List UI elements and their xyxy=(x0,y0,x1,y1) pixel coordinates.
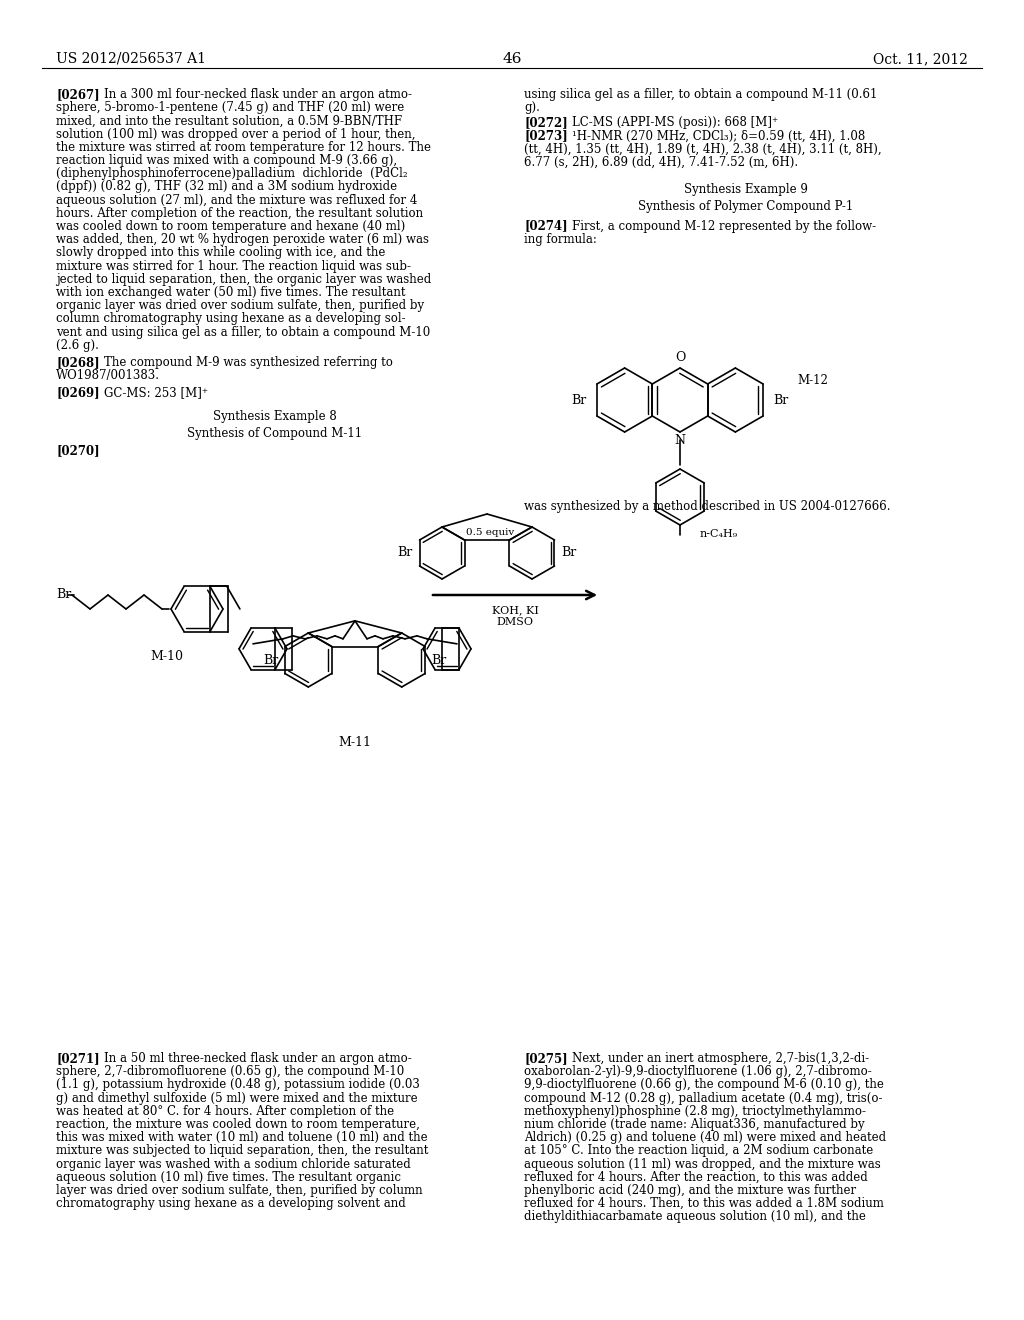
Text: Br: Br xyxy=(432,653,446,667)
Text: Synthesis of Polymer Compound P-1: Synthesis of Polymer Compound P-1 xyxy=(638,201,854,214)
Text: mixed, and into the resultant solution, a 0.5M 9-BBN/THF: mixed, and into the resultant solution, … xyxy=(56,115,402,128)
Text: KOH, KI: KOH, KI xyxy=(492,605,539,615)
Text: was added, then, 20 wt % hydrogen peroxide water (6 ml) was: was added, then, 20 wt % hydrogen peroxi… xyxy=(56,234,429,247)
Text: [0269]: [0269] xyxy=(56,387,99,400)
Text: aqueous solution (27 ml), and the mixture was refluxed for 4: aqueous solution (27 ml), and the mixtur… xyxy=(56,194,418,207)
Text: at 105° C. Into the reaction liquid, a 2M sodium carbonate: at 105° C. Into the reaction liquid, a 2… xyxy=(524,1144,873,1158)
Text: aqueous solution (10 ml) five times. The resultant organic: aqueous solution (10 ml) five times. The… xyxy=(56,1171,401,1184)
Text: (2.6 g).: (2.6 g). xyxy=(56,339,99,352)
Text: compound M-12 (0.28 g), palladium acetate (0.4 mg), tris(o-: compound M-12 (0.28 g), palladium acetat… xyxy=(524,1092,883,1105)
Text: (1.1 g), potassium hydroxide (0.48 g), potassium iodide (0.03: (1.1 g), potassium hydroxide (0.48 g), p… xyxy=(56,1078,420,1092)
Text: chromatography using hexane as a developing solvent and: chromatography using hexane as a develop… xyxy=(56,1197,406,1210)
Text: [0273]: [0273] xyxy=(524,129,567,143)
Text: M-10: M-10 xyxy=(151,649,183,663)
Text: organic layer was dried over sodium sulfate, then, purified by: organic layer was dried over sodium sulf… xyxy=(56,300,424,313)
Text: [0267]: [0267] xyxy=(56,88,99,102)
Text: sphere, 2,7-dibromofluorene (0.65 g), the compound M-10: sphere, 2,7-dibromofluorene (0.65 g), th… xyxy=(56,1065,404,1078)
Text: organic layer was washed with a sodium chloride saturated: organic layer was washed with a sodium c… xyxy=(56,1158,411,1171)
Text: ing formula:: ing formula: xyxy=(524,232,597,246)
Text: using silica gel as a filler, to obtain a compound M-11 (0.61: using silica gel as a filler, to obtain … xyxy=(524,88,878,102)
Text: N: N xyxy=(675,434,685,447)
Text: In a 50 ml three-necked flask under an argon atmo-: In a 50 ml three-necked flask under an a… xyxy=(104,1052,412,1065)
Text: nium chloride (trade name: Aliquat336, manufactured by: nium chloride (trade name: Aliquat336, m… xyxy=(524,1118,864,1131)
Text: reaction liquid was mixed with a compound M-9 (3.66 g),: reaction liquid was mixed with a compoun… xyxy=(56,154,397,168)
Text: M-11: M-11 xyxy=(339,735,372,748)
Text: n-C₄H₉: n-C₄H₉ xyxy=(700,529,738,539)
Text: [0270]: [0270] xyxy=(56,444,99,457)
Text: vent and using silica gel as a filler, to obtain a compound M-10: vent and using silica gel as a filler, t… xyxy=(56,326,430,339)
Text: (tt, 4H), 1.35 (tt, 4H), 1.89 (t, 4H), 2.38 (t, 4H), 3.11 (t, 8H),: (tt, 4H), 1.35 (tt, 4H), 1.89 (t, 4H), 2… xyxy=(524,143,882,156)
Text: Br: Br xyxy=(56,589,72,602)
Text: LC-MS (APPI-MS (posi)): 668 [M]⁺: LC-MS (APPI-MS (posi)): 668 [M]⁺ xyxy=(572,116,778,129)
Text: with ion exchanged water (50 ml) five times. The resultant: with ion exchanged water (50 ml) five ti… xyxy=(56,286,406,300)
Text: diethyldithiacarbamate aqueous solution (10 ml), and the: diethyldithiacarbamate aqueous solution … xyxy=(524,1210,866,1224)
Text: this was mixed with water (10 ml) and toluene (10 ml) and the: this was mixed with water (10 ml) and to… xyxy=(56,1131,428,1144)
Text: In a 300 ml four-necked flask under an argon atmo-: In a 300 ml four-necked flask under an a… xyxy=(104,88,412,102)
Text: mixture was stirred for 1 hour. The reaction liquid was sub-: mixture was stirred for 1 hour. The reac… xyxy=(56,260,411,273)
Text: methoxyphenyl)phosphine (2.8 mg), trioctylmethylammo-: methoxyphenyl)phosphine (2.8 mg), trioct… xyxy=(524,1105,866,1118)
Text: GC-MS: 253 [M]⁺: GC-MS: 253 [M]⁺ xyxy=(104,387,208,400)
Text: slowly dropped into this while cooling with ice, and the: slowly dropped into this while cooling w… xyxy=(56,247,385,260)
Text: [0274]: [0274] xyxy=(524,219,567,232)
Text: ¹H-NMR (270 MHz, CDCl₃); δ=0.59 (tt, 4H), 1.08: ¹H-NMR (270 MHz, CDCl₃); δ=0.59 (tt, 4H)… xyxy=(572,129,865,143)
Text: DMSO: DMSO xyxy=(497,616,534,627)
Text: Aldrich) (0.25 g) and toluene (40 ml) were mixed and heated: Aldrich) (0.25 g) and toluene (40 ml) we… xyxy=(524,1131,886,1144)
Text: US 2012/0256537 A1: US 2012/0256537 A1 xyxy=(56,51,206,66)
Text: layer was dried over sodium sulfate, then, purified by column: layer was dried over sodium sulfate, the… xyxy=(56,1184,423,1197)
Text: solution (100 ml) was dropped over a period of 1 hour, then,: solution (100 ml) was dropped over a per… xyxy=(56,128,416,141)
Text: 46: 46 xyxy=(502,51,522,66)
Text: Oct. 11, 2012: Oct. 11, 2012 xyxy=(873,51,968,66)
Text: First, a compound M-12 represented by the follow-: First, a compound M-12 represented by th… xyxy=(572,219,877,232)
Text: the mixture was stirred at room temperature for 12 hours. The: the mixture was stirred at room temperat… xyxy=(56,141,431,154)
Text: refluxed for 4 hours. After the reaction, to this was added: refluxed for 4 hours. After the reaction… xyxy=(524,1171,867,1184)
Text: was synthesized by a method described in US 2004-0127666.: was synthesized by a method described in… xyxy=(524,500,891,513)
Text: [0275]: [0275] xyxy=(524,1052,567,1065)
Text: Br: Br xyxy=(571,393,587,407)
Text: 0.5 equiv: 0.5 equiv xyxy=(466,528,514,537)
Text: reaction, the mixture was cooled down to room temperature,: reaction, the mixture was cooled down to… xyxy=(56,1118,420,1131)
Text: sphere, 5-bromo-1-pentene (7.45 g) and THF (20 ml) were: sphere, 5-bromo-1-pentene (7.45 g) and T… xyxy=(56,102,404,115)
Text: (diphenylphosphinoferrocene)palladium  dichloride  (PdCl₂: (diphenylphosphinoferrocene)palladium di… xyxy=(56,168,408,181)
Text: g).: g). xyxy=(524,102,540,115)
Text: The compound M-9 was synthesized referring to: The compound M-9 was synthesized referri… xyxy=(104,356,393,370)
Text: 6.77 (s, 2H), 6.89 (dd, 4H), 7.41-7.52 (m, 6H).: 6.77 (s, 2H), 6.89 (dd, 4H), 7.41-7.52 (… xyxy=(524,156,798,169)
Text: mixture was subjected to liquid separation, then, the resultant: mixture was subjected to liquid separati… xyxy=(56,1144,428,1158)
Text: O: O xyxy=(675,351,685,364)
Text: Synthesis Example 9: Synthesis Example 9 xyxy=(684,183,808,197)
Text: was heated at 80° C. for 4 hours. After completion of the: was heated at 80° C. for 4 hours. After … xyxy=(56,1105,394,1118)
Text: Br: Br xyxy=(263,653,279,667)
Text: Next, under an inert atmosphere, 2,7-bis(1,3,2-di-: Next, under an inert atmosphere, 2,7-bis… xyxy=(572,1052,869,1065)
Text: g) and dimethyl sulfoxide (5 ml) were mixed and the mixture: g) and dimethyl sulfoxide (5 ml) were mi… xyxy=(56,1092,418,1105)
Text: aqueous solution (11 ml) was dropped, and the mixture was: aqueous solution (11 ml) was dropped, an… xyxy=(524,1158,881,1171)
Text: phenylboric acid (240 mg), and the mixture was further: phenylboric acid (240 mg), and the mixtu… xyxy=(524,1184,856,1197)
Text: refluxed for 4 hours. Then, to this was added a 1.8M sodium: refluxed for 4 hours. Then, to this was … xyxy=(524,1197,884,1210)
Text: Synthesis Example 8: Synthesis Example 8 xyxy=(213,409,337,422)
Text: Br: Br xyxy=(561,546,577,560)
Text: [0272]: [0272] xyxy=(524,116,567,129)
Text: Synthesis of Compound M-11: Synthesis of Compound M-11 xyxy=(187,426,362,440)
Text: oxaborolan-2-yl)-9,9-dioctylfluorene (1.06 g), 2,7-dibromo-: oxaborolan-2-yl)-9,9-dioctylfluorene (1.… xyxy=(524,1065,871,1078)
Text: [0271]: [0271] xyxy=(56,1052,99,1065)
Text: [0268]: [0268] xyxy=(56,356,99,370)
Text: 9,9-dioctylfluorene (0.66 g), the compound M-6 (0.10 g), the: 9,9-dioctylfluorene (0.66 g), the compou… xyxy=(524,1078,884,1092)
Text: column chromatography using hexane as a developing sol-: column chromatography using hexane as a … xyxy=(56,313,406,326)
Text: Br: Br xyxy=(397,546,413,560)
Text: was cooled down to room temperature and hexane (40 ml): was cooled down to room temperature and … xyxy=(56,220,406,234)
Text: jected to liquid separation, then, the organic layer was washed: jected to liquid separation, then, the o… xyxy=(56,273,431,286)
Text: Br: Br xyxy=(773,393,788,407)
Text: (dppf)) (0.82 g), THF (32 ml) and a 3M sodium hydroxide: (dppf)) (0.82 g), THF (32 ml) and a 3M s… xyxy=(56,181,397,194)
Text: hours. After completion of the reaction, the resultant solution: hours. After completion of the reaction,… xyxy=(56,207,423,220)
Text: WO1987/001383.: WO1987/001383. xyxy=(56,370,160,383)
Text: M-12: M-12 xyxy=(798,374,828,387)
